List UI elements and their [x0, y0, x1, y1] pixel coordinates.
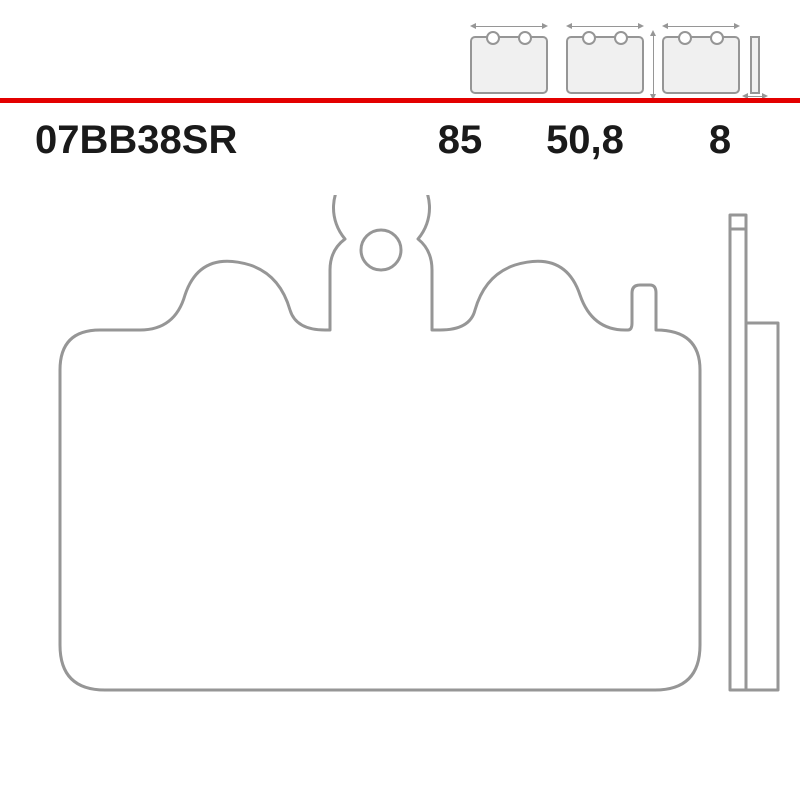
dimension-width: 85: [415, 118, 505, 163]
pad-thickness-icon: [662, 22, 740, 94]
pad-front-outline: [60, 195, 700, 690]
divider-bar: [0, 98, 800, 103]
product-code: 07BB38SR: [35, 118, 237, 163]
pad-height-icon: [566, 22, 644, 94]
spec-row: 07BB38SR 85 50,8 8: [35, 118, 765, 163]
technical-diagram: [0, 195, 800, 735]
brake-pad-svg: [0, 195, 800, 735]
dimension-thickness: 8: [685, 118, 755, 163]
pad-width-icon: [470, 22, 548, 94]
dimension-icons-row: [470, 22, 740, 94]
dimension-height: 50,8: [525, 118, 645, 163]
pad-side-outline: [730, 215, 778, 690]
